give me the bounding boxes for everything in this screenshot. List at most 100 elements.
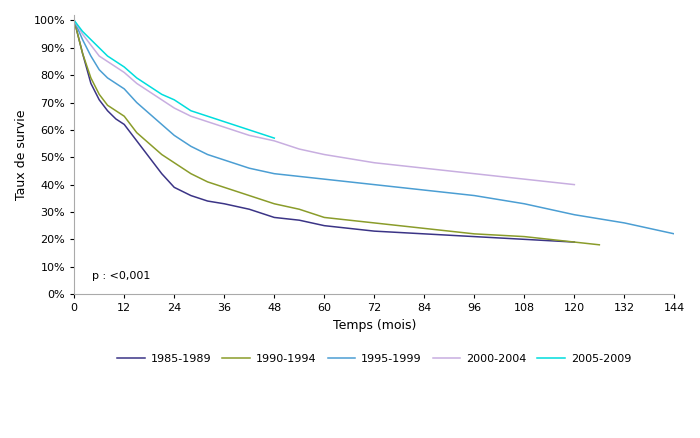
2000-2004 [120, 70, 128, 75]
2000-2004 [187, 113, 195, 119]
1990-1994 [204, 179, 212, 184]
1990-1994 [270, 201, 279, 206]
1995-1999 [420, 187, 428, 193]
1995-1999 [112, 81, 120, 86]
1990-1994 [87, 75, 95, 81]
1995-1999 [132, 100, 141, 105]
1990-1994 [220, 185, 228, 190]
Line: 1985-1989: 1985-1989 [74, 21, 574, 242]
1990-1994 [132, 130, 141, 135]
2000-2004 [204, 119, 212, 124]
2000-2004 [104, 59, 112, 64]
2005-2009 [104, 53, 112, 59]
1995-1999 [204, 152, 212, 157]
Line: 2000-2004: 2000-2004 [74, 21, 574, 185]
2005-2009 [245, 127, 253, 133]
2000-2004 [170, 106, 178, 111]
1985-1989 [320, 223, 328, 228]
1995-1999 [295, 174, 304, 179]
1995-1999 [70, 18, 78, 23]
1985-1989 [120, 122, 128, 127]
2000-2004 [370, 160, 379, 166]
1985-1989 [104, 108, 112, 113]
1995-1999 [145, 111, 153, 116]
1995-1999 [520, 201, 528, 206]
1990-1994 [104, 102, 112, 108]
1985-1989 [220, 201, 228, 206]
1995-1999 [87, 53, 95, 59]
1990-1994 [420, 226, 428, 231]
1985-1989 [145, 155, 153, 160]
1990-1994 [320, 215, 328, 220]
2005-2009 [158, 92, 166, 97]
1985-1989 [270, 215, 279, 220]
1985-1989 [520, 237, 528, 242]
2005-2009 [87, 37, 95, 42]
2005-2009 [132, 75, 141, 81]
2000-2004 [420, 166, 428, 171]
2000-2004 [295, 146, 304, 152]
2005-2009 [204, 113, 212, 119]
2000-2004 [245, 133, 253, 138]
1985-1989 [95, 97, 104, 102]
1985-1989 [570, 240, 578, 245]
1995-1999 [104, 75, 112, 81]
1990-1994 [245, 193, 253, 198]
2000-2004 [95, 53, 104, 59]
1995-1999 [120, 86, 128, 92]
1995-1999 [95, 67, 104, 72]
1990-1994 [78, 51, 87, 56]
1990-1994 [170, 160, 178, 166]
2000-2004 [158, 97, 166, 102]
1985-1989 [204, 198, 212, 204]
1985-1989 [295, 218, 304, 223]
1990-1994 [145, 141, 153, 146]
1985-1989 [87, 81, 95, 86]
1990-1994 [470, 231, 479, 237]
2005-2009 [145, 84, 153, 89]
1995-1999 [270, 171, 279, 177]
2000-2004 [78, 32, 87, 37]
1985-1989 [112, 117, 120, 122]
1995-1999 [620, 220, 629, 226]
Line: 1990-1994: 1990-1994 [74, 21, 599, 245]
1990-1994 [570, 240, 578, 245]
Text: p : <0,001: p : <0,001 [92, 272, 150, 282]
1995-1999 [570, 212, 578, 217]
1990-1994 [370, 220, 379, 226]
1985-1989 [470, 234, 479, 239]
2000-2004 [570, 182, 578, 187]
1990-1994 [295, 207, 304, 212]
2000-2004 [320, 152, 328, 157]
2000-2004 [70, 18, 78, 23]
1990-1994 [187, 171, 195, 177]
1995-1999 [670, 231, 678, 237]
1985-1989 [370, 229, 379, 234]
1985-1989 [78, 51, 87, 56]
1995-1999 [158, 122, 166, 127]
Line: 1995-1999: 1995-1999 [74, 21, 674, 234]
1985-1989 [70, 18, 78, 23]
2005-2009 [78, 29, 87, 34]
2000-2004 [220, 124, 228, 130]
1985-1989 [132, 138, 141, 144]
1990-1994 [70, 18, 78, 23]
1990-1994 [120, 113, 128, 119]
1995-1999 [370, 182, 379, 187]
2000-2004 [520, 177, 528, 182]
2000-2004 [132, 81, 141, 86]
X-axis label: Temps (mois): Temps (mois) [332, 318, 416, 332]
1995-1999 [245, 166, 253, 171]
2005-2009 [270, 135, 279, 141]
1985-1989 [245, 207, 253, 212]
2005-2009 [70, 18, 78, 23]
1995-1999 [320, 177, 328, 182]
Legend: 1985-1989, 1990-1994, 1995-1999, 2000-2004, 2005-2009: 1985-1989, 1990-1994, 1995-1999, 2000-20… [113, 350, 636, 369]
1985-1989 [170, 185, 178, 190]
2000-2004 [87, 42, 95, 48]
2005-2009 [170, 97, 178, 102]
1990-1994 [158, 152, 166, 157]
2000-2004 [145, 89, 153, 94]
2000-2004 [470, 171, 479, 177]
2000-2004 [112, 64, 120, 70]
